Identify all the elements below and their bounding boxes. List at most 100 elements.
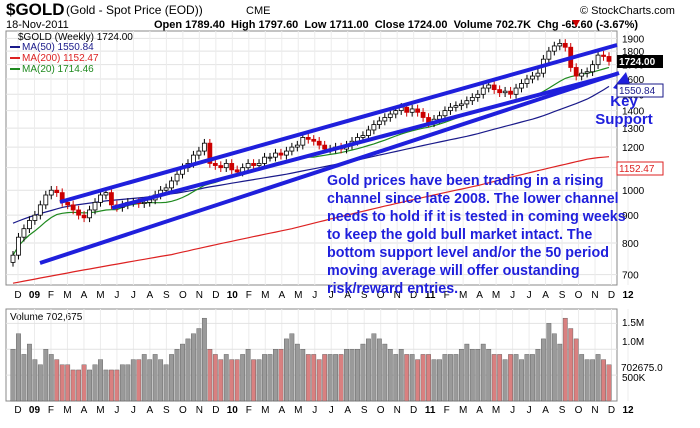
volume-bar <box>191 333 196 402</box>
volume-bar <box>37 364 43 402</box>
volume-bar <box>294 343 300 402</box>
volume-bar <box>32 359 38 402</box>
date-tick-label: M <box>63 405 71 416</box>
price-bar-body <box>48 189 54 196</box>
header-exchange: CME <box>246 5 270 17</box>
price-bar-body <box>316 140 322 146</box>
price-bar-body <box>37 204 43 216</box>
volume-bar <box>300 349 306 402</box>
volume-bar <box>141 354 147 402</box>
date-tick-label: N <box>591 290 598 301</box>
rising-channel <box>39 43 620 265</box>
date-tick-label: M <box>261 405 269 416</box>
date-tick-label: D <box>212 405 219 416</box>
volume-bar <box>409 354 415 402</box>
price-bar-body <box>513 87 519 95</box>
volume-bar <box>338 354 344 402</box>
date-tick-label: A <box>81 290 88 301</box>
volume-bar <box>453 354 459 402</box>
price-bar-body <box>393 110 399 115</box>
volume-bar <box>21 354 27 402</box>
volume-bar <box>98 359 103 402</box>
volume-bar <box>125 364 131 402</box>
channel-upper-line <box>59 43 618 204</box>
volume-bar <box>114 369 120 402</box>
date-axis-bottom: D 09 F M A M J J A S O N D 10 F M A M J J A S O N D 11 F M A M J J A S O N D… <box>14 405 634 416</box>
price-bar-body <box>409 108 415 113</box>
volume-bar <box>48 354 54 402</box>
price-tick-label: 1600 <box>622 75 645 86</box>
date-tick-label: J <box>527 405 532 416</box>
volume-bar <box>404 354 410 402</box>
date-tick-label: M <box>63 290 71 301</box>
volume-bar <box>524 354 530 402</box>
date-tick-label: O <box>377 405 385 416</box>
date-tick-label: M <box>492 290 500 301</box>
volume-bar <box>546 323 552 402</box>
volume-bar <box>371 333 377 402</box>
down-arrow-shape <box>572 20 580 27</box>
price-tick-label: 1800 <box>622 47 645 58</box>
ma200-path <box>12 156 610 284</box>
price-bar-body <box>404 106 410 113</box>
price-bar-body <box>10 254 16 263</box>
volume-bar <box>87 369 92 402</box>
volume-bar <box>355 349 360 402</box>
price-bar-body <box>27 220 32 230</box>
volume-bar <box>262 354 267 402</box>
volume-bar <box>316 359 322 402</box>
volume-bar <box>223 354 229 402</box>
volume-bar <box>442 354 448 402</box>
price-bar-body <box>267 156 273 159</box>
price-bar-body <box>524 78 530 84</box>
volume-bar <box>584 359 590 402</box>
volume-bars <box>10 317 612 402</box>
price-bar-body <box>573 67 579 77</box>
price-bar-body <box>300 137 306 146</box>
price-tick-label: 1200 <box>622 143 645 154</box>
date-tick-label: D <box>14 405 21 416</box>
volume-bar <box>130 359 136 402</box>
price-bar-body <box>65 201 71 206</box>
volume-bar <box>502 359 508 402</box>
volume-bar <box>551 333 557 402</box>
volume-bar <box>59 364 65 402</box>
header-ohlc: Open 1789.40 High 1797.60 Low 1711.00 Cl… <box>154 19 638 31</box>
volume-bar <box>420 354 426 402</box>
date-tick-label: A <box>344 405 351 416</box>
header-name: (Gold - Spot Price (EOD)) <box>66 3 203 17</box>
price-bar-body <box>245 163 251 169</box>
price-bar-body <box>562 42 568 48</box>
price-bar-body <box>366 129 371 136</box>
date-tick-label: S <box>559 405 566 416</box>
volume-bar <box>458 349 464 402</box>
volume-bar <box>251 359 256 402</box>
volume-bar <box>54 359 60 402</box>
price-tick-label: 800 <box>622 239 639 250</box>
volume-bar <box>180 343 185 402</box>
price-bar-body <box>453 105 459 108</box>
price-bar-body <box>54 189 60 194</box>
date-tick-label: J <box>114 290 119 301</box>
price-bar-body <box>76 209 82 216</box>
date-tick-label: J <box>527 290 532 301</box>
date-tick-label: S <box>361 405 368 416</box>
price-bar-body <box>87 209 92 219</box>
price-bar-body <box>601 54 606 57</box>
volume-bar <box>218 359 224 402</box>
date-tick-label: F <box>246 290 252 301</box>
price-bar-body <box>530 75 535 80</box>
volume-bar <box>590 359 595 402</box>
annotation-line: to keep the gold bull market intact. The <box>327 227 592 243</box>
volume-bar <box>245 349 251 402</box>
header-date: 18-Nov-2011 <box>6 19 69 31</box>
volume-bar <box>431 359 437 402</box>
price-bar-body <box>595 54 601 66</box>
volume-bar <box>169 354 174 402</box>
date-tick-label: J <box>329 405 334 416</box>
volume-bar <box>240 354 246 402</box>
volume-bar <box>333 354 339 402</box>
volume-bar <box>530 354 535 402</box>
date-tick-label: O <box>179 405 187 416</box>
price-bar-body <box>70 204 76 211</box>
